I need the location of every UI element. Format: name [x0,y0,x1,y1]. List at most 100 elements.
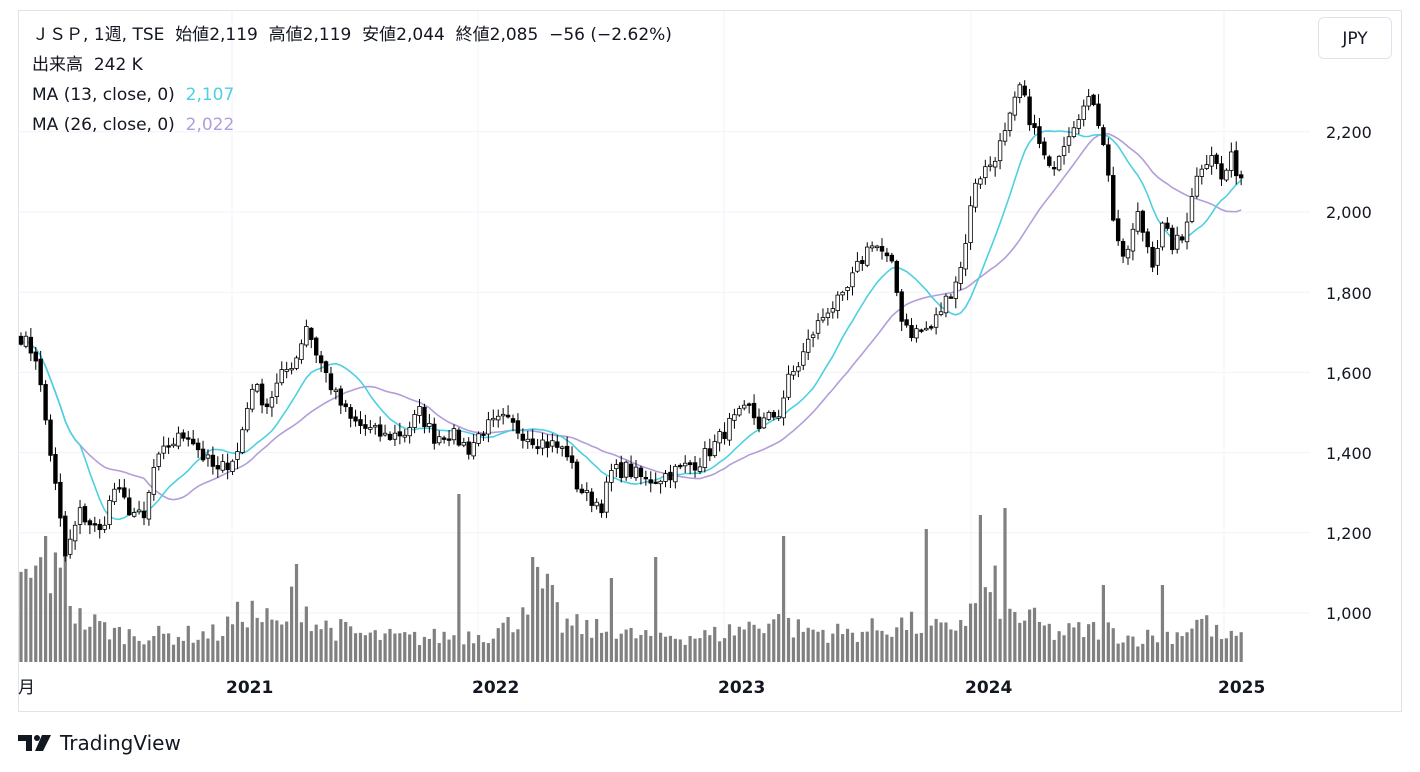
candle-body [1234,150,1239,177]
volume-bar [683,644,687,662]
candle-body [963,243,968,270]
volume-bar [575,614,579,662]
volume-bar [481,642,486,662]
currency-button[interactable]: JPY [1318,17,1392,59]
volume-bar [457,494,461,662]
candle-body [97,523,102,531]
volume-bar [993,565,997,662]
candle-body [333,389,339,392]
volume-bar [398,633,402,662]
volume-bar [678,639,682,662]
volume-bar [718,641,722,662]
symbol-name[interactable]: ＪＳＰ [32,25,83,45]
candle-body [313,337,319,356]
candle-body [1194,175,1200,197]
volume-bar [93,614,97,662]
volume-bar [944,622,948,662]
candle-body [771,411,776,418]
volume-bar [1091,622,1096,662]
candle-body [1076,119,1081,129]
interval[interactable]: 1週 [93,25,122,45]
candle-body [58,481,63,519]
volume-bar [536,566,540,662]
volume-bar [501,622,505,662]
volume-bar [841,634,845,662]
volume-bar [221,635,225,662]
candlesticks [18,80,1244,562]
candle-body [220,461,225,471]
candle-body [117,487,122,490]
candle-body [338,388,343,406]
volume-bar [1155,642,1160,662]
candle-body [63,515,68,557]
volume-bar [255,617,259,662]
volume-bar [388,628,392,662]
candle-body [855,261,860,272]
volume-bar [181,640,185,662]
candle-body [254,384,260,392]
candle-body [18,335,24,345]
volume-bar [659,632,663,662]
x-tick-2022: 2022 [472,678,519,698]
tradingview-logo[interactable]: TradingView [18,730,181,756]
candle-body [692,462,698,471]
volume-bar [329,627,333,662]
candle-body [569,455,575,463]
candle-body [983,166,988,179]
candle-body [33,351,38,362]
volume-bar [432,628,436,662]
y-tick-1800: 1,800 [1326,284,1372,303]
candle-body [1052,166,1057,170]
candle-body [92,523,97,526]
candle-body [225,462,230,471]
candle-body [845,287,850,291]
candle-body [264,403,270,408]
volume-bar [526,614,530,662]
volume-bar [1239,632,1243,662]
volume-bar [1190,628,1194,662]
ma26-line [20,132,1242,501]
ma13-label: MA (13, close, 0) [32,85,175,105]
volume-bar [895,627,899,662]
candle-body [860,260,865,265]
ma13-legend[interactable]: MA (13, close, 0) 2,107 [32,84,234,106]
candle-body [181,432,186,439]
candle-body [141,510,147,519]
volume-bar [157,625,161,662]
volume-bar [1131,636,1135,662]
ma26-path [20,132,1242,501]
volume-bar [191,642,195,662]
volume-bar [1047,623,1051,662]
candle-body [584,489,589,493]
volume-bar [1210,636,1214,662]
volume-bar [880,630,884,662]
volume-bar [48,593,53,662]
volume-bar [230,624,235,662]
ma26-legend[interactable]: MA (26, close, 0) 2,022 [32,114,234,136]
volume-bar [319,629,323,662]
volume-bar [545,573,550,662]
candle-body [599,503,604,514]
tradingview-logo-icon [18,735,51,751]
volume-bar [954,630,958,662]
volume-bar [211,624,215,662]
candle-body [72,524,78,542]
volume-bar [909,611,914,662]
volume-bar [452,635,456,662]
candle-body [943,295,949,314]
volume-bar [1008,608,1012,662]
y-tick-1000: 1,000 [1326,604,1372,623]
candle-body [127,497,132,516]
volume-bar [162,633,166,662]
candle-body [1140,210,1145,233]
volume-bar [757,628,761,662]
volume-bar [344,621,348,662]
candle-body [806,338,811,353]
volume-bar [117,627,121,662]
candle-body [500,413,506,417]
ma26-label: MA (26, close, 0) [32,115,175,135]
candle-body [392,432,398,440]
exchange: TSE [132,25,165,45]
volume-legend[interactable]: 出来高 242 K [32,54,143,76]
